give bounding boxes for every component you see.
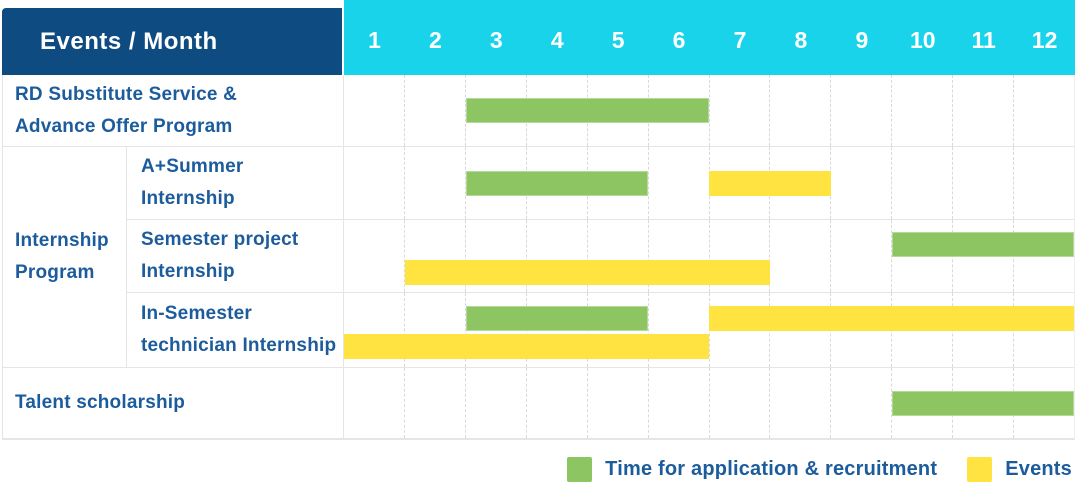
month-slot [710, 368, 771, 438]
month-header-strip: 1 2 3 4 5 6 7 8 9 10 11 12 [344, 0, 1075, 75]
month-slot [344, 147, 405, 219]
timeline-row-rd-substitute [343, 75, 1074, 147]
bar-application-m3-m5 [465, 305, 649, 331]
month-slot [649, 220, 710, 292]
bar-application-m10-m12 [891, 390, 1074, 416]
month-slot [527, 368, 588, 438]
yellow-swatch-icon [967, 457, 993, 482]
row-label-semester-project: Semester project Internship [127, 220, 343, 293]
month-slot [405, 368, 466, 438]
month-label-11: 11 [971, 27, 996, 53]
bar-event-m7-m12 [709, 305, 1074, 331]
month-slot [588, 368, 649, 438]
row-label-rd-substitute: RD Substitute Service & Advance Offer Pr… [3, 75, 343, 147]
month-label-9: 9 [855, 27, 869, 53]
group-label-internship-program: Internship Program [3, 147, 127, 368]
legend-item-events: Events [967, 457, 1072, 482]
row-label-a-plus-summer: A+Summer Internship [127, 147, 343, 220]
month-label-4: 4 [550, 27, 564, 53]
legend-label-application: Time for application & recruitment [605, 458, 938, 480]
month-slot [710, 220, 771, 292]
month-label-2: 2 [428, 27, 442, 53]
month-slot [831, 220, 893, 292]
month-slot [588, 220, 649, 292]
timeline-row-a-plus-summer [343, 147, 1074, 220]
month-slot [770, 368, 832, 438]
month-slot [466, 368, 527, 438]
month-slot [344, 368, 405, 438]
legend-label-events: Events [1005, 458, 1072, 480]
month-slot [831, 147, 893, 219]
month-label-10: 10 [909, 27, 936, 53]
bar-application-m3-m5 [465, 170, 649, 196]
month-slot [344, 75, 405, 146]
month-label-8: 8 [794, 27, 808, 53]
events-month-title: Events / Month [2, 8, 342, 75]
month-slot [466, 220, 527, 292]
bar-event-m1-m6 [344, 334, 709, 360]
month-label-7: 7 [733, 27, 747, 53]
month-slot [892, 147, 954, 219]
month-label-3: 3 [489, 27, 503, 53]
table-body: RD Substitute Service & Advance Offer Pr… [2, 75, 1075, 440]
green-swatch-icon [567, 457, 593, 482]
month-slot [892, 75, 954, 146]
month-slot [649, 147, 710, 219]
header-label-cell: Events / Month [2, 0, 342, 75]
month-label-5: 5 [611, 27, 625, 53]
month-slot [831, 75, 893, 146]
month-label-12: 12 [1031, 27, 1058, 53]
row-label-talent-scholarship: Talent scholarship [3, 368, 343, 439]
row-label-in-semester-technician: In-Semester technician Internship [127, 293, 343, 368]
month-slot [344, 220, 405, 292]
month-slot [527, 220, 588, 292]
month-slot [1014, 75, 1074, 146]
month-slot [770, 147, 832, 219]
month-slot [649, 75, 710, 146]
bar-application-m3-m6 [465, 98, 709, 123]
month-slot [344, 293, 405, 367]
bar-event-m7-m8 [709, 170, 831, 196]
timeline-row-talent-scholarship [343, 368, 1074, 439]
month-slot [405, 293, 466, 367]
month-slot [953, 147, 1015, 219]
events-month-table: Events / Month 1 2 3 4 5 6 7 8 9 10 11 12 RD Substi… [2, 0, 1075, 440]
month-slot [1014, 147, 1074, 219]
month-slot [770, 75, 832, 146]
month-label-6: 6 [672, 27, 686, 53]
legend-item-application: Time for application & recruitment [567, 457, 937, 482]
month-slot [710, 75, 771, 146]
month-slot [649, 368, 710, 438]
month-slot [831, 368, 893, 438]
month-slot [405, 147, 466, 219]
timeline-row-semester-project [343, 220, 1074, 293]
legend: Time for application & recruitment Event… [567, 457, 1072, 482]
month-slot [405, 220, 466, 292]
month-slot [953, 75, 1015, 146]
month-slot [770, 220, 832, 292]
timeline-row-in-semester-technician [343, 293, 1074, 368]
month-slot [405, 75, 466, 146]
month-label-1: 1 [368, 27, 381, 53]
bar-application-m10-m12 [891, 232, 1074, 258]
bar-event-m2-m7 [404, 260, 770, 286]
month-gridlines [344, 75, 1074, 146]
table-header-row: Events / Month 1 2 3 4 5 6 7 8 9 10 11 12 [2, 0, 1075, 75]
